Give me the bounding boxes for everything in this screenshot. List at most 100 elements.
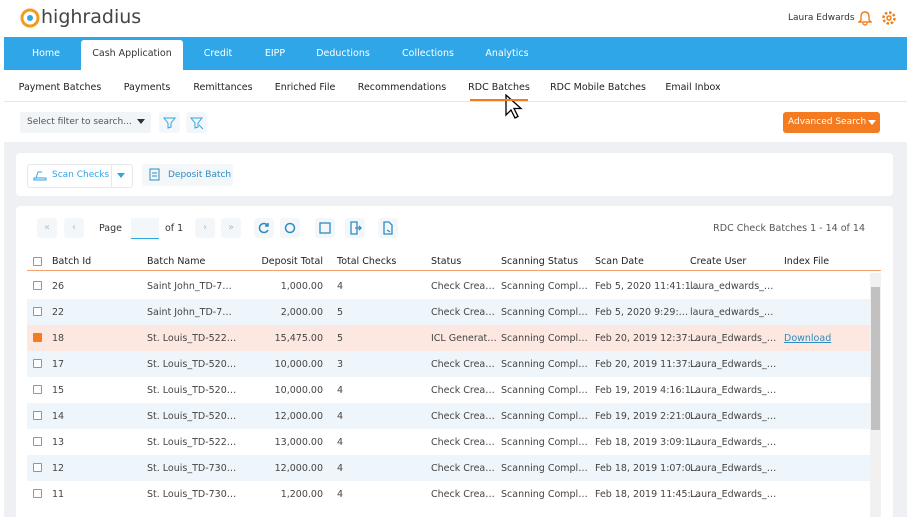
column-header[interactable]: Total Checks (337, 256, 397, 267)
table-cell: Laura_Edwards_… (690, 333, 777, 344)
export-button[interactable] (345, 218, 365, 238)
table-row[interactable] (27, 403, 870, 429)
column-header[interactable]: Index File (784, 256, 830, 267)
table-row[interactable] (27, 455, 870, 481)
table-cell: 18 (52, 333, 65, 344)
table-cell: Scanning Compl… (501, 359, 588, 370)
column-header[interactable]: Deposit Total (261, 256, 323, 267)
sub-tab[interactable]: Email Inbox (665, 82, 721, 93)
nav-tab[interactable]: Analytics (485, 48, 529, 59)
logo: highradius (41, 6, 142, 28)
table-cell: 15 (52, 385, 65, 396)
checkbox[interactable] (33, 411, 42, 420)
checkbox[interactable] (33, 359, 42, 368)
checkbox[interactable] (33, 463, 42, 472)
table-cell: Feb 20, 2019 11:37:… (595, 359, 701, 370)
scan-checks-label: Scan Checks (52, 170, 110, 180)
table-cell: Scanning Compl… (501, 281, 588, 292)
prev-page-button[interactable]: ‹ (64, 218, 84, 238)
clear-filter-button[interactable] (186, 112, 207, 133)
table-cell: 13,000.00 (274, 437, 323, 448)
table-cell: St. Louis_TD-520… (147, 385, 237, 396)
user-name[interactable]: Laura Edwards (788, 13, 855, 23)
checkbox[interactable] (33, 385, 42, 394)
next-page-button[interactable]: › (195, 218, 215, 238)
table-cell: 1,200.00 (280, 489, 323, 500)
table-cell: St. Louis_TD-520… (147, 411, 237, 422)
nav-tab[interactable]: Collections (402, 48, 454, 59)
nav-tab[interactable]: Deductions (316, 48, 370, 59)
refresh-button[interactable] (254, 218, 274, 238)
download-link[interactable]: Download (784, 333, 832, 344)
page-of: of 1 (165, 223, 184, 234)
filter-button[interactable] (159, 112, 180, 133)
advanced-search-button[interactable] (783, 112, 880, 133)
table-cell: Feb 19, 2019 4:16:1… (595, 385, 701, 396)
checkbox[interactable] (33, 307, 42, 316)
table-cell: Scanning Compl… (501, 385, 588, 396)
table-row[interactable] (27, 429, 870, 455)
bell-icon[interactable] (858, 10, 872, 26)
checkbox[interactable] (33, 437, 42, 446)
table-cell: 26 (52, 281, 65, 292)
column-header[interactable]: Status (431, 256, 462, 267)
save-button[interactable] (315, 218, 335, 238)
mouse-cursor (505, 94, 523, 119)
sub-tab[interactable]: Recommendations (357, 82, 447, 93)
table-cell: 15,475.00 (274, 333, 323, 344)
last-page-button[interactable]: » (221, 218, 241, 238)
table-cell: 11 (52, 489, 65, 500)
logo-icon (20, 8, 40, 28)
active-tab-bg (81, 40, 183, 70)
table-cell: Laura_Edwards_… (690, 437, 777, 448)
first-page-button[interactable]: « (37, 218, 57, 238)
column-header[interactable]: Batch Name (147, 256, 206, 267)
table-cell: 4 (337, 463, 344, 474)
caret (117, 173, 125, 178)
settings-button[interactable] (280, 218, 300, 238)
sub-tab[interactable]: Payments (123, 82, 171, 93)
column-header[interactable]: Scan Date (595, 256, 644, 267)
table-row[interactable] (27, 273, 870, 299)
nav-tab[interactable]: Credit (203, 48, 233, 59)
page-input[interactable] (131, 218, 159, 239)
table-row[interactable] (27, 481, 870, 507)
deposit-batch-button[interactable] (142, 164, 233, 186)
scan-checks-button[interactable] (27, 164, 133, 188)
table-cell: Scanning Compl… (501, 437, 588, 448)
sub-tab[interactable]: Payment Batches (18, 82, 102, 93)
nav-tab[interactable]: EIPP (264, 48, 286, 59)
deposit-batch-label: Deposit Batch (168, 170, 232, 180)
filter-select[interactable] (20, 112, 151, 133)
table-cell: Scanning Compl… (501, 411, 588, 422)
table-cell: 2,000.00 (280, 307, 323, 318)
checkbox[interactable] (33, 257, 42, 266)
table-cell: Check Crea… (431, 281, 495, 292)
sub-tab[interactable]: RDC Mobile Batches (550, 82, 646, 93)
checkbox[interactable] (33, 489, 42, 498)
table-cell: laura_edwards_… (690, 307, 774, 318)
table-cell: St. Louis_TD-730… (147, 489, 237, 500)
sub-tab[interactable]: Remittances (193, 82, 253, 93)
table-cell: Laura_Edwards_… (690, 411, 777, 422)
column-header[interactable]: Batch Id (52, 256, 92, 267)
checkbox[interactable] (33, 281, 42, 290)
table-row[interactable] (27, 351, 870, 377)
table-row[interactable] (27, 299, 870, 325)
scan-icon (33, 171, 47, 181)
sub-tab[interactable]: RDC Batches (468, 82, 530, 93)
table-row[interactable] (27, 325, 870, 351)
checkbox[interactable] (33, 333, 42, 342)
gear-icon[interactable] (881, 10, 897, 26)
table-cell: St. Louis_TD-730… (147, 463, 237, 474)
download-button[interactable] (378, 218, 398, 238)
column-header[interactable]: Scanning Status (501, 256, 579, 267)
table-cell: 1,000.00 (280, 281, 323, 292)
nav-tab[interactable]: Cash Application (92, 48, 172, 59)
column-header[interactable]: Create User (690, 256, 747, 267)
nav-tab[interactable]: Home (31, 48, 61, 59)
scrollbar-thumb[interactable] (871, 287, 880, 430)
table-row[interactable] (27, 377, 870, 403)
sub-tab[interactable]: Enriched File (274, 82, 336, 93)
table-cell: laura_edwards_… (690, 281, 774, 292)
